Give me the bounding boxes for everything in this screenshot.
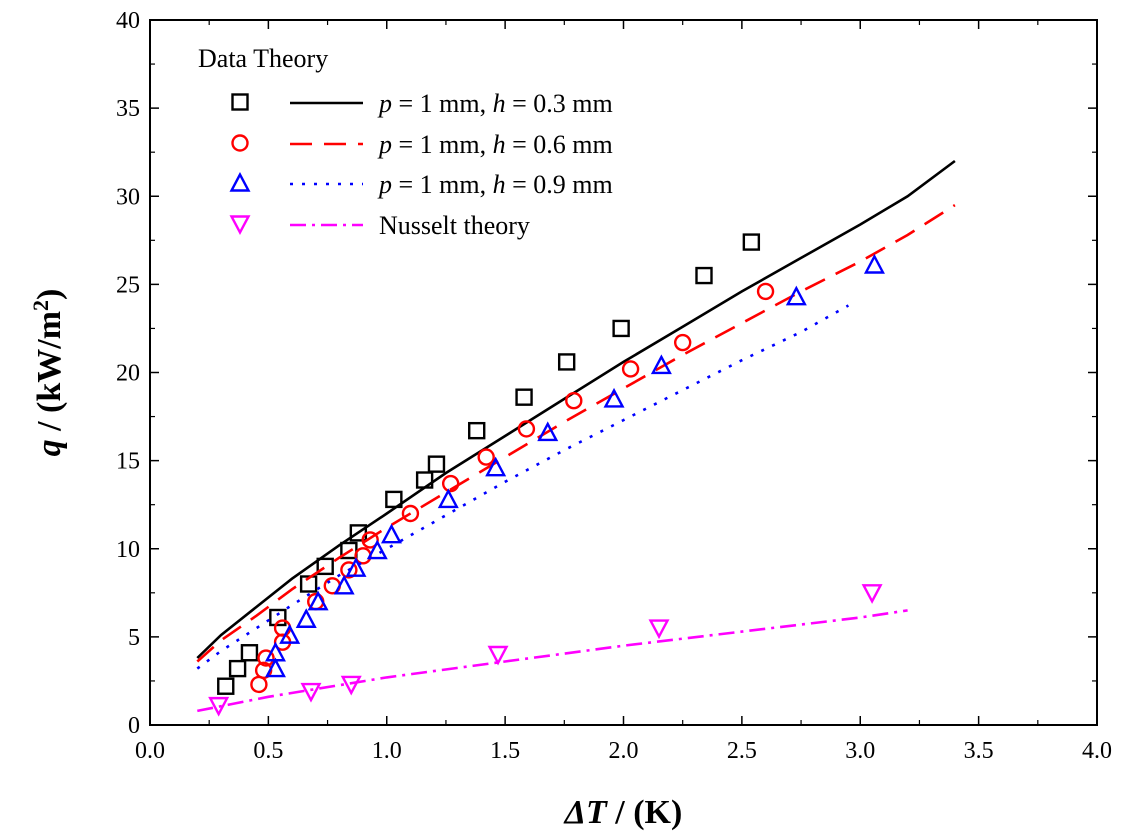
x-axis-title: ΔT / (K) — [563, 794, 683, 831]
data-point — [785, 285, 807, 306]
data-point — [537, 421, 559, 442]
data-point — [427, 455, 446, 473]
data-point — [415, 471, 434, 489]
data-point — [300, 682, 322, 703]
y-tick-label: 20 — [116, 361, 140, 387]
data-point — [361, 531, 379, 549]
legend-entry-2: p = 1 mm, h = 0.6 mm — [231, 130, 613, 159]
legend-marker — [229, 171, 251, 192]
data-point — [307, 590, 329, 611]
data-point — [295, 608, 317, 628]
theory-line-2 — [196, 204, 956, 663]
legend-entry-4: Nusselt theory — [229, 211, 530, 240]
x-tick-label: 3.0 — [845, 738, 875, 764]
legend-entry-1: p = 1 mm, h = 0.3 mm — [231, 89, 613, 118]
y-tick-label: 40 — [116, 8, 140, 34]
data-point — [250, 675, 268, 694]
axis-titles: ΔT / (K) q / (kW/m2) — [28, 289, 683, 831]
series-1 — [196, 159, 956, 695]
data-point — [366, 539, 388, 560]
legend-label: p = 1 mm, h = 0.3 mm — [377, 89, 613, 118]
y-tick-label: 5 — [128, 625, 140, 651]
data-point — [380, 523, 402, 544]
data-point — [340, 561, 358, 579]
legend-label: p = 1 mm, h = 0.6 mm — [377, 130, 613, 159]
data-point — [557, 353, 576, 371]
data-point — [485, 456, 507, 477]
series-3 — [196, 253, 885, 678]
data-point — [565, 392, 583, 410]
data-point — [603, 387, 625, 408]
x-tick-label: 0.5 — [253, 738, 283, 764]
y-tick-label: 15 — [116, 449, 140, 475]
x-tick-label: 3.5 — [964, 738, 994, 764]
data-point — [240, 644, 259, 662]
y-axis-title: q / (kW/m2) — [28, 289, 69, 457]
data-point — [333, 574, 355, 595]
data-point — [861, 584, 883, 604]
x-tick-label: 2.5 — [727, 738, 757, 764]
data-point — [468, 421, 486, 440]
data-point — [673, 333, 692, 352]
x-tick-label: 1.0 — [372, 738, 402, 764]
y-tick-label: 35 — [116, 96, 140, 122]
data-point — [441, 474, 460, 493]
legend-label: Nusselt theory — [379, 211, 530, 240]
data-point — [650, 354, 672, 375]
theory-line-3 — [196, 304, 850, 670]
data-point — [695, 266, 713, 285]
data-point — [208, 696, 230, 717]
data-point — [742, 233, 761, 251]
series-4 — [197, 584, 908, 717]
data-point — [756, 282, 775, 301]
legend-entry-3: p = 1 mm, h = 0.9 mm — [229, 170, 613, 199]
legend-marker — [231, 93, 249, 111]
legend-marker — [229, 215, 251, 236]
ticks: 0.0 0.5 1.0 1.5 2.0 2.5 3.0 3.5 4.0 0 5 10 15 20 25 30 3… — [116, 8, 1112, 764]
data-point — [345, 557, 367, 577]
y-tick-label: 10 — [116, 537, 140, 563]
data-point — [257, 649, 275, 667]
theory-line-4 — [197, 609, 908, 713]
data-point — [228, 659, 247, 678]
legend-label: p = 1 mm, h = 0.9 mm — [377, 170, 613, 199]
data-point — [863, 253, 885, 274]
data-point — [316, 557, 334, 576]
legend: Data Theory p = 1 mm, h = 0.3 mm p = 1 mm,… — [198, 44, 613, 240]
x-tick-label: 4.0 — [1082, 738, 1112, 764]
plot-area — [196, 159, 956, 717]
data-point — [299, 575, 318, 593]
x-tick-label: 2.0 — [609, 738, 639, 764]
data-point — [621, 360, 640, 378]
data-point — [437, 488, 459, 509]
x-tick-label: 0.0 — [135, 738, 165, 764]
theory-line-1 — [196, 159, 956, 659]
data-point — [269, 608, 287, 627]
data-point — [264, 641, 286, 662]
data-point — [401, 504, 420, 523]
y-tick-label: 0 — [128, 713, 140, 739]
legend-header: Data Theory — [198, 44, 328, 73]
data-point — [279, 624, 301, 644]
data-point — [612, 319, 630, 338]
data-point — [517, 420, 536, 438]
legend-marker — [231, 134, 249, 152]
y-tick-label: 30 — [116, 184, 140, 210]
data-point — [264, 657, 286, 678]
data-point — [477, 448, 495, 466]
y-tick-label: 25 — [116, 272, 140, 298]
data-point — [648, 619, 670, 640]
data-point — [217, 677, 235, 695]
data-point — [487, 645, 509, 666]
data-point — [515, 388, 533, 406]
x-tick-label: 1.5 — [490, 738, 520, 764]
data-point — [385, 490, 403, 509]
data-point — [340, 675, 362, 696]
